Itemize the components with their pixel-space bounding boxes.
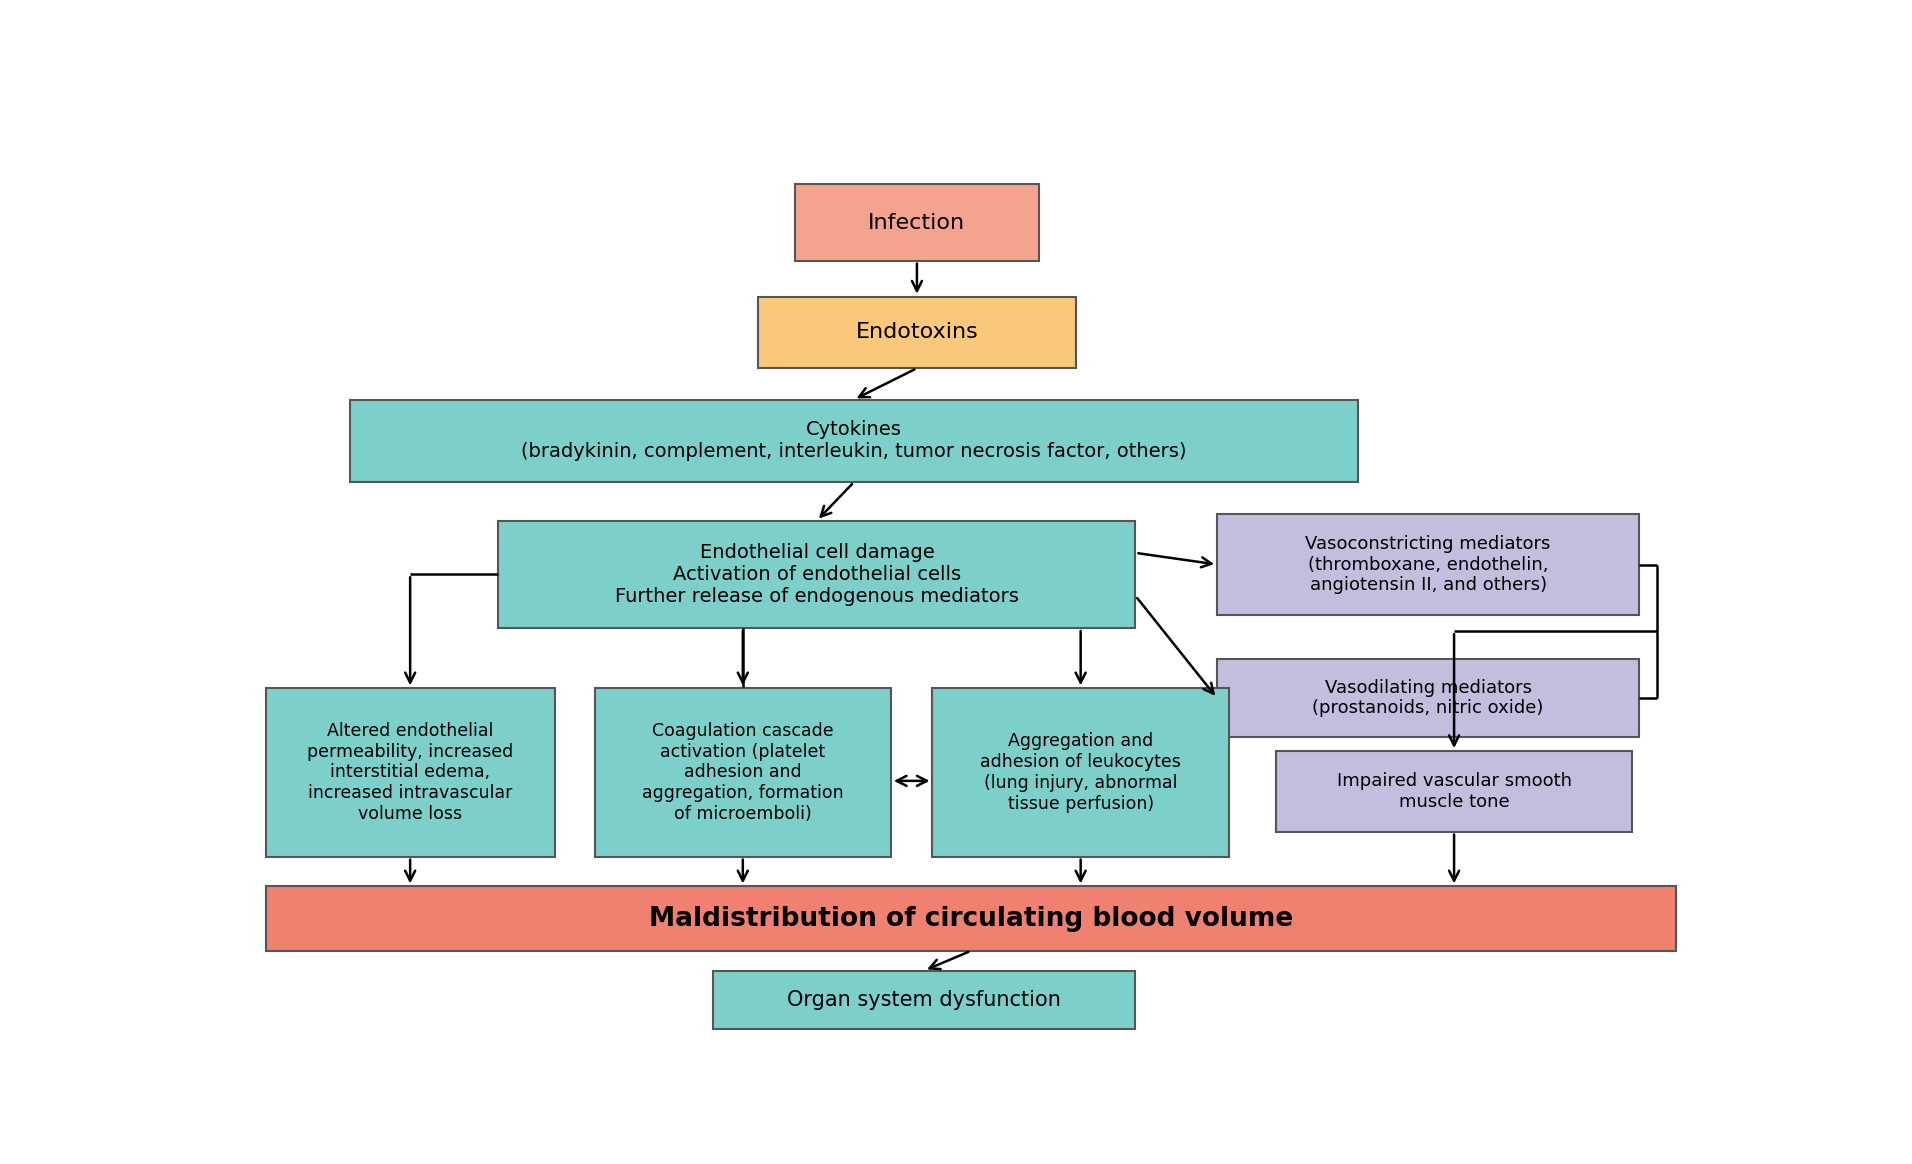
FancyBboxPatch shape: [933, 688, 1229, 857]
Text: Endothelial cell damage
Activation of endothelial cells
Further release of endog: Endothelial cell damage Activation of en…: [616, 542, 1019, 606]
FancyBboxPatch shape: [1216, 659, 1639, 738]
FancyBboxPatch shape: [266, 886, 1677, 951]
FancyBboxPatch shape: [795, 185, 1040, 261]
Text: Infection: Infection: [868, 213, 966, 233]
Text: Coagulation cascade
activation (platelet
adhesion and
aggregation, formation
of : Coagulation cascade activation (platelet…: [642, 722, 843, 823]
FancyBboxPatch shape: [266, 688, 554, 857]
Text: Endotoxins: Endotoxins: [855, 322, 979, 342]
FancyBboxPatch shape: [713, 971, 1136, 1029]
Text: Maldistribution of circulating blood volume: Maldistribution of circulating blood vol…: [648, 906, 1293, 931]
Text: Altered endothelial
permeability, increased
interstitial edema,
increased intrav: Altered endothelial permeability, increa…: [308, 722, 512, 823]
Text: Vasoconstricting mediators
(thromboxane, endothelin,
angiotensin II, and others): Vasoconstricting mediators (thromboxane,…: [1306, 534, 1551, 595]
Text: Impaired vascular smooth
muscle tone: Impaired vascular smooth muscle tone: [1336, 772, 1572, 810]
FancyBboxPatch shape: [1216, 514, 1639, 615]
Text: Aggregation and
adhesion of leukocytes
(lung injury, abnormal
tissue perfusion): Aggregation and adhesion of leukocytes (…: [981, 732, 1182, 812]
FancyBboxPatch shape: [595, 688, 891, 857]
Text: Vasodilating mediators
(prostanoids, nitric oxide): Vasodilating mediators (prostanoids, nit…: [1312, 679, 1543, 717]
FancyBboxPatch shape: [499, 520, 1136, 629]
FancyBboxPatch shape: [757, 297, 1076, 368]
Text: Cytokines
(bradykinin, complement, interleukin, tumor necrosis factor, others): Cytokines (bradykinin, complement, inter…: [522, 420, 1187, 461]
FancyBboxPatch shape: [1277, 751, 1631, 831]
FancyBboxPatch shape: [350, 399, 1358, 482]
Text: Organ system dysfunction: Organ system dysfunction: [788, 989, 1061, 1009]
